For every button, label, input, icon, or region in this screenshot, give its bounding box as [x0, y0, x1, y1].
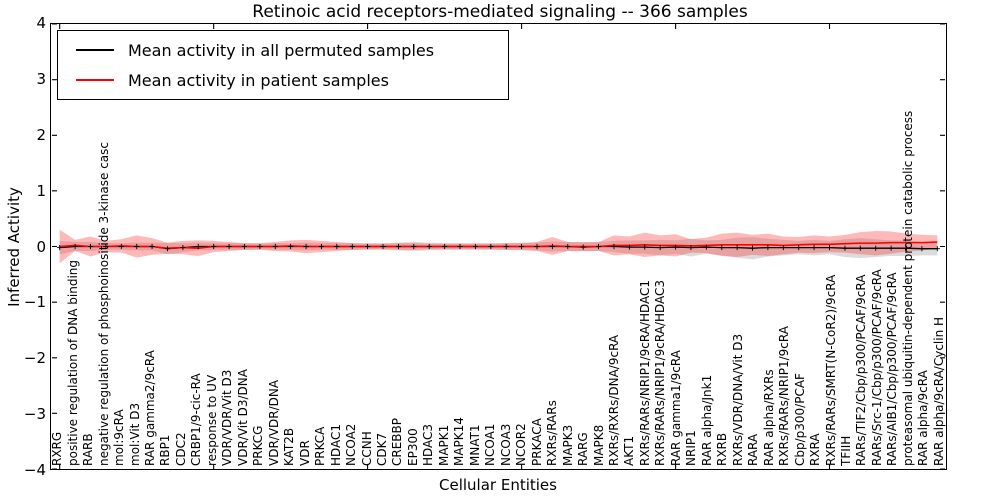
x-tick-label: mol:Vit D3 [127, 402, 142, 466]
x-tick-label: MAPK8 [591, 424, 606, 466]
y-tick-label: 3 [36, 69, 46, 88]
axis-tick-marks [52, 24, 945, 469]
y-tick-label: −4 [23, 461, 46, 479]
x-tick-label: TFIIH [838, 435, 853, 466]
permuted-line-sample [76, 49, 114, 51]
x-tick-label: RXRG [50, 431, 65, 466]
x-tick-label: PRKCA [313, 426, 328, 466]
x-tick-label: PRKCG [251, 425, 266, 466]
x-tick-label: RXRA [808, 433, 823, 466]
x-tick-label: CREBBP [390, 418, 405, 466]
x-tick-label: KAT2B [282, 427, 297, 466]
x-tick-label: EP300 [405, 428, 420, 466]
x-tick-label: RXRs/RXRs/DNA/9cRA [606, 334, 621, 466]
x-tick-label: CDK7 [375, 432, 389, 466]
legend-item-permuted: Mean activity in all permuted samples [76, 41, 508, 60]
x-tick-label: CCNH [359, 431, 374, 466]
x-tick-label: VDR/Vit D3/DNA [235, 369, 250, 466]
x-tick-label: RAR alpha/RXRs [761, 369, 776, 466]
plot-canvas [52, 24, 945, 469]
x-tick-label: Cbp/p300/PCAF [792, 373, 807, 466]
x-tick-label: PRKACA [529, 418, 544, 466]
x-tick-label: RXRs/RARs/NRIP1/9cRA/HDAC1 [637, 279, 652, 466]
x-axis-label: Cellular Entities [439, 476, 557, 494]
x-tick-label: CDC2 [173, 432, 188, 466]
x-tick-label: response to UV [204, 374, 219, 466]
x-tick-label: HDAC3 [421, 423, 436, 466]
x-tick-label: MAPK14 [452, 417, 467, 466]
legend-label-permuted: Mean activity in all permuted samples [128, 40, 435, 60]
y-tick-label: 2 [36, 125, 46, 144]
x-tick-label: RXRs/RARs/SMRT(N-CoR2)/9cRA [823, 274, 838, 466]
y-tick-label: 0 [36, 237, 46, 256]
y-tick-label: 4 [36, 14, 46, 32]
x-tick-label: NCOA1 [483, 423, 498, 466]
y-tick-label: −1 [23, 293, 46, 312]
x-tick-label: NRIP1 [684, 430, 699, 466]
y-tick-label: −2 [23, 349, 46, 368]
legend-item-patient: Mean activity in patient samples [76, 71, 508, 90]
plot-area [50, 23, 947, 470]
x-tick-label: VDR/VDR/DNA [266, 379, 281, 466]
x-tick-label: RAR gamma2/9cRA [143, 350, 158, 466]
x-tick-label: AKT1 [622, 435, 637, 466]
legend-label-patient: Mean activity in patient samples [128, 70, 389, 90]
y-tick-label: 1 [36, 181, 46, 200]
x-tick-label: RAR gamma1/9cRA [668, 350, 683, 466]
x-tick-label: NCOA3 [498, 423, 513, 466]
x-tick-label: RARs/AIB1/Cbp/p300/PCAF/9cRA [885, 272, 900, 466]
x-tick-label: RAR alpha/Jnk1 [699, 374, 714, 466]
chart-title: Retinoic acid receptors-mediated signali… [252, 2, 748, 22]
x-tick-label: RBP1 [158, 434, 173, 466]
x-tick-label: RARB [81, 433, 96, 466]
x-tick-label: RXRs/RARs/NRIP1/9cRA [777, 326, 792, 466]
x-tick-label: RARs/Src-1/Cbp/p300/PCAF/9cRA [869, 269, 884, 466]
x-tick-label: VDR [297, 440, 312, 466]
x-tick-label: RAR alpha/9cRA [916, 370, 931, 466]
x-tick-label: positive regulation of DNA binding [65, 260, 80, 466]
x-tick-label: RXRB [715, 432, 730, 466]
permuted-band [59, 237, 938, 260]
x-tick-label: MAPK3 [560, 424, 575, 466]
x-tick-label: negative regulation of phosphoinositide … [96, 142, 111, 466]
x-tick-label: proteasomal ubiquitin-dependent protein … [900, 110, 915, 466]
x-tick-label: RXRs/VDR/DNA/Vit D3 [730, 333, 745, 466]
x-tick-label: RXRs/RARs [545, 400, 560, 466]
x-tick-label: RARs/TIF2/Cbp/p300/PCAF/9cRA [854, 274, 869, 466]
x-tick-label: RARG [576, 432, 591, 466]
x-tick-label: RXRs/RARs/NRIP1/9cRA/HDAC3 [653, 279, 668, 466]
legend-box: Mean activity in all permuted samples Me… [57, 30, 509, 100]
data-point-markers [57, 243, 940, 252]
x-tick-label: CRBP1/9-cic-RA [189, 373, 204, 466]
y-tick-label: −3 [23, 405, 46, 424]
x-tick-label: VDR/VDR/Vit D3 [220, 369, 235, 466]
x-tick-label: RAR alpha/9cRA/Cyclin H [931, 316, 946, 466]
x-tick-label: HDAC1 [328, 423, 343, 466]
x-tick-label: MNAT1 [467, 424, 482, 466]
x-tick-label: NCOA2 [344, 423, 359, 466]
patient-mean-line [59, 241, 938, 249]
x-tick-label: MAPK1 [436, 424, 451, 466]
patient-line-sample [76, 79, 114, 81]
x-tick-label: RARA [746, 433, 761, 466]
x-tick-label: NCOR2 [514, 423, 529, 466]
x-tick-label: mol:9cRA [112, 409, 127, 466]
